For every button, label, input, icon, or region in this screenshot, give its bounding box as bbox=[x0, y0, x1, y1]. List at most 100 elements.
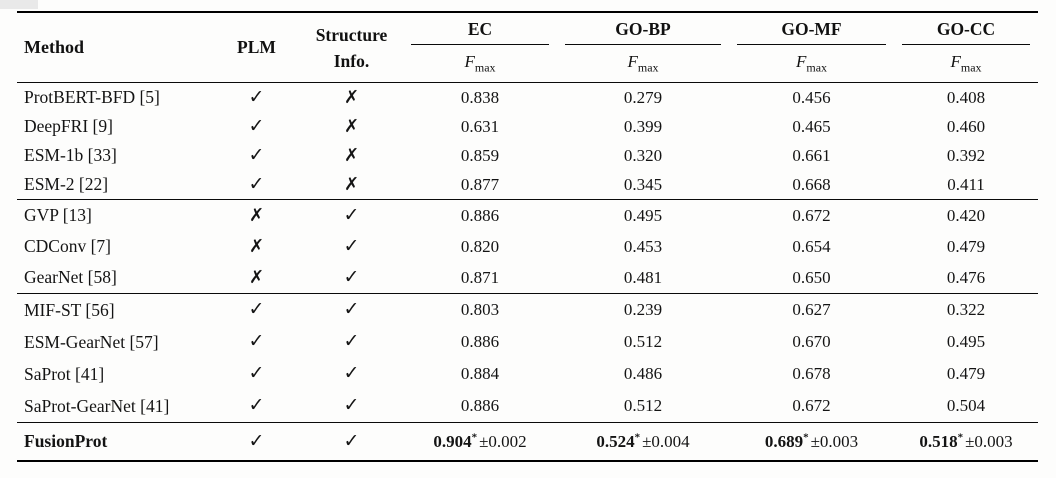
cell-plm-mark: ✓ bbox=[213, 83, 300, 113]
cell-go-cc-value: 0.411 bbox=[947, 174, 985, 194]
cell-structure-mark: ✗ bbox=[300, 112, 403, 141]
cell-go-cc-value: 0.518* ±0.003 bbox=[894, 423, 1038, 462]
cell-structure-mark: ✓ bbox=[300, 231, 403, 262]
cell-go-bp-value: 0.320 bbox=[623, 145, 663, 165]
cell-go-cc-value: 0.495 bbox=[946, 332, 986, 351]
cell-ec-value: 0.904* ±0.002 bbox=[403, 423, 557, 462]
table-row-esm-1b-33: ESM-1b [33] ✓ ✗ 0.859 0.320 0.661 0.392 bbox=[17, 141, 1038, 170]
check-icon: ✓ bbox=[343, 429, 360, 452]
cell-structure-mark: ✓ bbox=[300, 390, 403, 423]
cell-go-mf-value: 0.672 bbox=[792, 205, 831, 225]
std-deviation: ±0.003 bbox=[810, 431, 859, 451]
cell-go-cc-value: 0.479 bbox=[946, 236, 986, 256]
best-value: 0.524 bbox=[596, 431, 635, 451]
cell-go-bp-value: 0.279 bbox=[623, 87, 663, 107]
cell-go-bp-value: 0.453 bbox=[623, 236, 663, 256]
cell-plm-mark: ✓ bbox=[213, 141, 300, 170]
cell-method: MIF-ST [56] bbox=[24, 299, 115, 320]
cell-go-mf-value: 0.661 bbox=[792, 145, 831, 165]
fmax-symbol: F bbox=[795, 51, 807, 71]
column-header-fmax-go-cc: Fmax bbox=[894, 45, 1038, 83]
cell-ec-value: 0.803 bbox=[460, 300, 500, 319]
cross-icon: ✗ bbox=[343, 86, 360, 108]
cell-go-bp-value: 0.486 bbox=[623, 364, 663, 383]
table-row-esm-2-22: ESM-2 [22] ✓ ✗ 0.877 0.345 0.668 0.411 bbox=[17, 170, 1038, 200]
cross-icon: ✗ bbox=[343, 115, 360, 137]
cell-method: ESM-2 [22] bbox=[24, 174, 109, 194]
row-group-plm-only: ProtBERT-BFD [5] ✓ ✗ 0.838 0.279 0.456 0.408 De… bbox=[17, 83, 1038, 200]
cell-go-mf-value: 0.670 bbox=[792, 332, 831, 351]
cell-structure-mark: ✗ bbox=[300, 83, 403, 113]
cell-method: CDConv [7] bbox=[24, 236, 112, 256]
check-icon: ✓ bbox=[248, 114, 265, 137]
benchmark-results-table: Method PLM Structure Info. EC GO-BP GO-MF GO… bbox=[17, 11, 1038, 462]
column-header-fmax-go-mf: Fmax bbox=[729, 45, 894, 83]
cell-plm-mark: ✓ bbox=[213, 326, 300, 358]
significance-star: * bbox=[471, 430, 478, 443]
cell-structure-mark: ✓ bbox=[300, 200, 403, 232]
table-row-deepfri-9: DeepFRI [9] ✓ ✗ 0.631 0.399 0.465 0.460 bbox=[17, 112, 1038, 141]
cell-structure-mark: ✗ bbox=[300, 170, 403, 200]
table-row-esm-gearnet-57: ESM-GearNet [57] ✓ ✓ 0.886 0.512 0.670 0.495 bbox=[17, 326, 1038, 358]
cell-ec-value: 0.820 bbox=[460, 236, 500, 256]
std-deviation: ±0.002 bbox=[479, 431, 527, 451]
column-header-structure-info: Structure Info. bbox=[300, 12, 403, 83]
metric-group-label-go-cc: GO-CC bbox=[902, 19, 1030, 45]
cell-go-cc-value: 0.322 bbox=[946, 300, 986, 319]
cell-method: ESM-GearNet [57] bbox=[24, 331, 159, 352]
cell-ec-value: 0.886 bbox=[460, 396, 500, 415]
cell-structure-mark: ✓ bbox=[300, 262, 403, 294]
cell-go-cc-value: 0.504 bbox=[946, 396, 986, 415]
metric-group-label-go-mf: GO-MF bbox=[737, 19, 886, 45]
cell-structure-mark: ✗ bbox=[300, 141, 403, 170]
cell-go-cc-value: 0.460 bbox=[946, 116, 986, 136]
check-icon: ✓ bbox=[343, 394, 360, 416]
metric-group-label-ec: EC bbox=[411, 19, 549, 45]
screenshot-corner-artifact bbox=[0, 0, 38, 9]
cell-method: SaProt-GearNet [41] bbox=[24, 395, 170, 416]
cell-ec-value: 0.886 bbox=[460, 332, 500, 351]
metric-group-header-ec: EC bbox=[403, 12, 557, 45]
cell-method: GVP [13] bbox=[24, 205, 92, 225]
cell-ec-value: 0.871 bbox=[460, 267, 500, 287]
table-row-gearnet-58: GearNet [58] ✗ ✓ 0.871 0.481 0.650 0.476 bbox=[17, 262, 1038, 294]
column-header-fmax-ec: Fmax bbox=[403, 45, 557, 83]
cell-plm-mark: ✓ bbox=[213, 170, 300, 200]
check-icon: ✓ bbox=[343, 234, 360, 257]
cell-go-bp-value: 0.399 bbox=[623, 116, 663, 136]
check-icon: ✓ bbox=[248, 298, 265, 320]
cell-go-bp-value: 0.524* ±0.004 bbox=[557, 423, 729, 462]
cell-go-bp-value: 0.512 bbox=[623, 396, 663, 415]
cell-plm-mark: ✗ bbox=[213, 262, 300, 294]
cell-go-mf-value: 0.668 bbox=[792, 174, 831, 194]
cell-go-cc-value: 0.392 bbox=[946, 145, 986, 165]
cell-go-bp-value: 0.495 bbox=[623, 205, 663, 225]
cell-ec-value: 0.884 bbox=[460, 364, 500, 383]
cell-plm-mark: ✓ bbox=[213, 358, 300, 390]
cell-go-mf-value: 0.672 bbox=[792, 396, 831, 415]
cell-method: FusionProt bbox=[24, 431, 108, 451]
table-row-fusionprot: FusionProt ✓ ✓ 0.904* ±0.002 0.524* ±0.004 0.68… bbox=[17, 423, 1038, 462]
fmax-subscript: max bbox=[474, 60, 496, 75]
cell-plm-mark: ✓ bbox=[213, 423, 300, 462]
column-header-plm: PLM bbox=[237, 37, 276, 57]
cell-plm-mark: ✓ bbox=[213, 112, 300, 141]
cell-go-mf-value: 0.465 bbox=[792, 116, 831, 136]
significance-star: * bbox=[634, 430, 641, 443]
cell-structure-mark: ✓ bbox=[300, 423, 403, 462]
cell-ec-value: 0.838 bbox=[460, 87, 500, 107]
std-deviation: ±0.004 bbox=[642, 431, 690, 451]
cell-go-cc-value: 0.420 bbox=[946, 205, 986, 225]
cell-structure-mark: ✓ bbox=[300, 294, 403, 327]
metric-group-header-go-cc: GO-CC bbox=[894, 12, 1038, 45]
column-header-fmax-go-bp: Fmax bbox=[557, 45, 729, 83]
cell-structure-mark: ✓ bbox=[300, 358, 403, 390]
header-row-metrics: Fmax Fmax Fmax Fmax bbox=[17, 45, 1038, 83]
cell-method: ESM-1b [33] bbox=[24, 145, 117, 165]
cell-go-mf-value: 0.627 bbox=[792, 300, 831, 319]
cell-plm-mark: ✗ bbox=[213, 231, 300, 262]
cell-ec-value: 0.859 bbox=[460, 145, 500, 165]
fmax-subscript: max bbox=[637, 60, 659, 75]
cell-method: DeepFRI [9] bbox=[24, 116, 113, 136]
